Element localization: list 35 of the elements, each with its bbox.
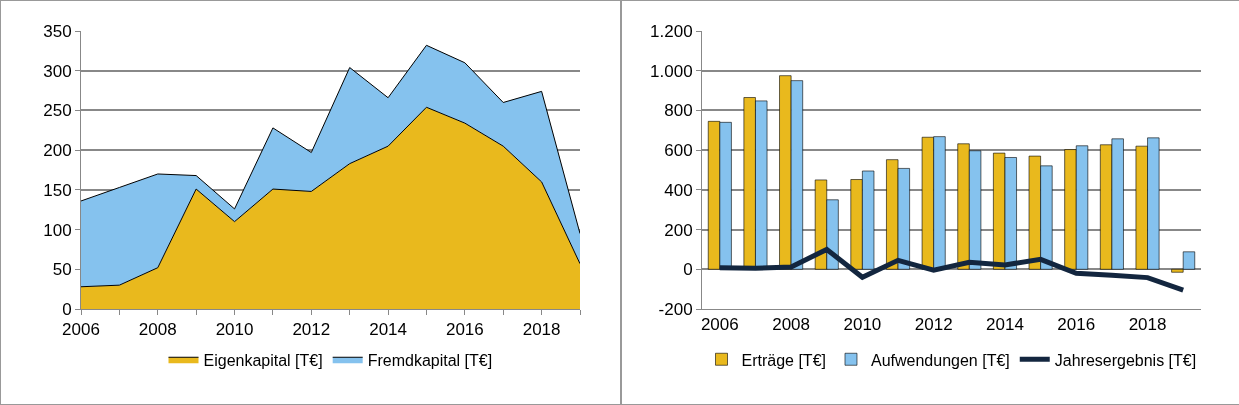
x-tick-label: 2010 [215, 320, 254, 340]
x-tick-label: 2008 [138, 320, 177, 340]
x-tick-label: 2014 [369, 320, 407, 340]
x-tick-label: 2018 [1128, 315, 1167, 335]
y-tick-label: 600 [664, 141, 693, 161]
y-tick-label: 1.000 [650, 61, 693, 81]
x-tick-label: 2012 [292, 320, 331, 340]
y-tick-label: -200 [658, 299, 693, 319]
legend-label: Aufwendungen [T€] [870, 351, 1010, 369]
legend-label: Erträge [T€] [741, 351, 826, 369]
y-tick-label: 800 [664, 101, 693, 121]
y-tick-label: 200 [664, 220, 693, 240]
y-tick-label: 100 [43, 220, 72, 240]
y-tick-label: 0 [683, 260, 693, 280]
y-tick-label: 250 [43, 101, 72, 121]
x-tick-label: 2016 [1057, 315, 1096, 335]
legend-label: Fremdkapital [T€] [367, 351, 493, 369]
x-tick-label: 2006 [62, 320, 100, 340]
legend-label: Jahresergebnis [T€] [1054, 351, 1197, 369]
y-tick-label: 0 [62, 299, 72, 319]
x-tick-label: 2010 [843, 315, 882, 335]
y-tick-label: 350 [43, 21, 72, 41]
x-tick-label: 2008 [772, 315, 811, 335]
y-tick-label: 400 [664, 180, 693, 200]
y-tick-label: 50 [52, 260, 72, 280]
x-tick-label: 2006 [700, 315, 739, 335]
x-tick-label: 2018 [522, 320, 561, 340]
x-tick-label: 2016 [445, 320, 484, 340]
x-tick-label: 2012 [914, 315, 953, 335]
y-tick-label: 1.200 [650, 21, 693, 41]
legend-label: Eigenkapital [T€] [203, 351, 323, 369]
y-tick-label: 200 [43, 141, 72, 161]
y-tick-label: 300 [43, 61, 72, 81]
y-tick-label: 150 [43, 180, 72, 200]
x-tick-label: 2014 [986, 315, 1024, 335]
